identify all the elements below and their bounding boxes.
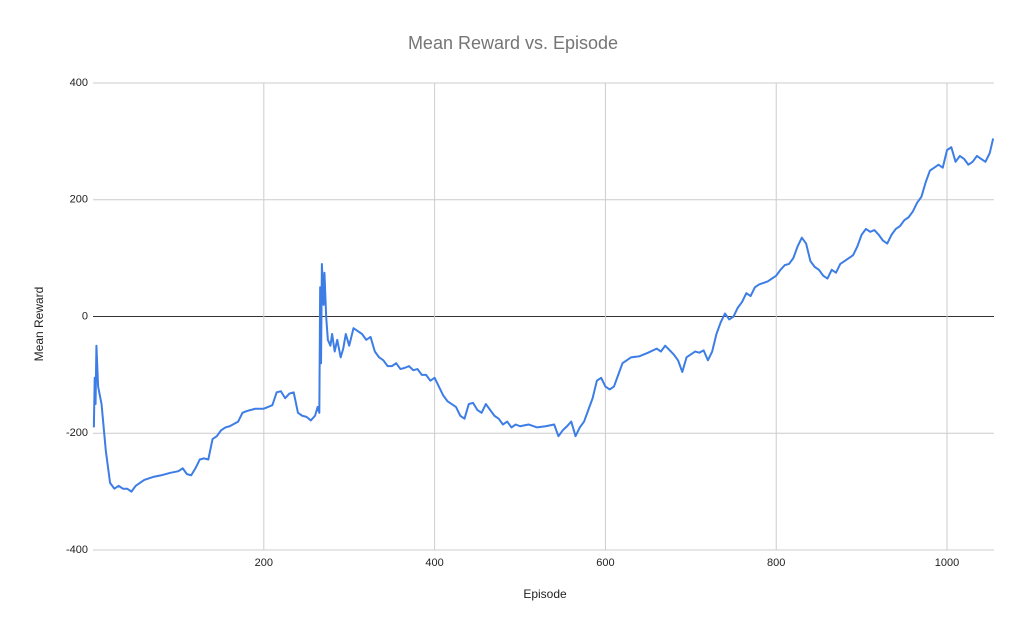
x-tick-label: 200 [255,557,273,569]
x-axis-title: Episode [523,587,567,601]
x-tick-label: 400 [425,557,443,569]
y-axis-title: Mean Reward [32,287,46,362]
x-tick-label: 600 [596,557,614,569]
y-tick-label: 400 [70,77,88,89]
x-tick-label: 800 [767,557,785,569]
chart-title: Mean Reward vs. Episode [408,33,618,53]
y-tick-label: 200 [70,194,88,206]
y-tick-label: 0 [82,310,88,322]
y-tick-label: -200 [66,427,88,439]
y-tick-label: -400 [66,544,88,556]
data-line [92,138,995,493]
x-tick-label: 1000 [935,557,959,569]
